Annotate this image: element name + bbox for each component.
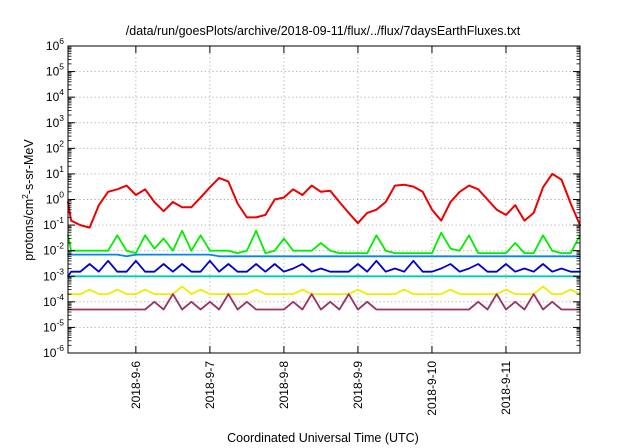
y-tick-label-exponent: -3	[56, 266, 64, 276]
y-tick-label-base: 10	[46, 65, 60, 79]
y-tick-label-base: 10	[43, 269, 57, 283]
y-tick-label-exponent: 2	[59, 138, 64, 148]
y-tick-label-exponent: 6	[59, 36, 64, 46]
series-line-1	[67, 172, 581, 229]
y-tick-label-base: 10	[46, 39, 60, 53]
y-tick-label-base: 10	[43, 320, 57, 334]
y-tick-label: 10-1	[43, 215, 64, 232]
series-line-3	[67, 253, 581, 258]
y-tick-label-exponent: -4	[56, 292, 64, 302]
x-axis-label: Coordinated Universal Time (UTC)	[227, 431, 419, 445]
y-tick-label: 10-6	[43, 343, 64, 360]
x-tick-label: 2018-9-8	[277, 361, 291, 409]
y-tick-label-base: 10	[43, 295, 57, 309]
y-tick-label-exponent: 1	[59, 164, 64, 174]
x-tick-label: 2018-9-7	[203, 361, 217, 409]
y-tick-label: 104	[46, 87, 64, 104]
y-tick-label: 10-5	[43, 317, 64, 334]
y-tick-label-exponent: 5	[59, 62, 64, 72]
y-axis-label: protons/cm2-s-sr-MeV	[20, 139, 36, 261]
chart-title: /data/run/goesPlots/archive/2018-09-11/f…	[126, 24, 521, 38]
y-axis-label-base: protons/cm	[22, 199, 36, 261]
y-tick-label-exponent: 3	[59, 113, 64, 123]
y-tick-label: 103	[46, 113, 64, 130]
y-tick-label-base: 10	[46, 167, 60, 181]
y-tick-label-exponent: -2	[56, 241, 64, 251]
y-tick-label: 101	[46, 164, 64, 181]
y-tick-label-exponent: 4	[59, 87, 64, 97]
data-series	[67, 172, 581, 311]
y-tick-label: 10-3	[43, 266, 64, 283]
y-tick-label-base: 10	[43, 244, 57, 258]
series-line-2	[67, 229, 581, 255]
y-tick-label: 105	[46, 62, 64, 79]
x-tick-label: 2018-9-11	[499, 361, 513, 415]
axis-ticks	[68, 45, 580, 354]
y-tick-label: 10-4	[43, 292, 64, 309]
y-tick-label-exponent: -5	[56, 317, 64, 327]
x-tick-label: 2018-9-6	[129, 361, 143, 409]
x-tick-label: 2018-9-10	[425, 361, 439, 416]
plot-frame	[67, 45, 581, 354]
y-tick-label-base: 10	[43, 218, 57, 232]
y-tick-label: 10-2	[43, 241, 64, 258]
y-tick-label-base: 10	[43, 346, 57, 360]
series-line-7	[67, 293, 581, 311]
y-tick-label-exponent: 0	[59, 190, 64, 200]
y-tick-label-base: 10	[46, 141, 60, 155]
series-line-6	[67, 285, 581, 296]
series-line-4	[67, 259, 581, 278]
y-tick-label-exponent: -1	[56, 215, 64, 225]
y-tick-label: 106	[46, 36, 64, 53]
y-tick-label: 102	[46, 138, 64, 155]
y-tick-label: 100	[46, 190, 64, 207]
y-axis-label-tail: -s-sr-MeV	[22, 139, 36, 195]
tick-labels: 10610510410310210110010-110-210-310-410-…	[43, 36, 513, 416]
y-axis-label-superscript: 2	[20, 194, 30, 199]
x-tick-label: 2018-9-9	[351, 361, 365, 409]
y-tick-label-exponent: -6	[56, 343, 64, 353]
y-tick-label-base: 10	[46, 90, 60, 104]
y-tick-label-base: 10	[46, 193, 60, 207]
y-tick-label-base: 10	[46, 116, 60, 130]
